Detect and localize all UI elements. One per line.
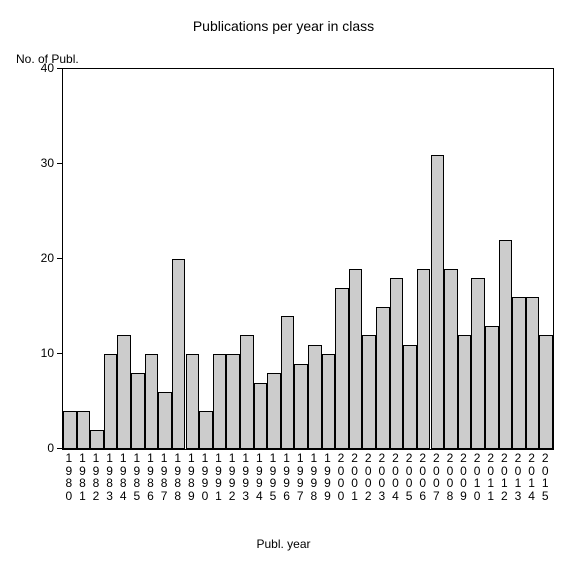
x-tick-label: 1 9 8 9: [185, 452, 199, 502]
bar: [104, 354, 118, 449]
x-tick-label: 2 0 0 6: [416, 452, 430, 502]
x-tick-label: 2 0 0 7: [430, 452, 444, 502]
bar: [226, 354, 240, 449]
y-tick-label: 0: [26, 441, 54, 455]
bar: [77, 411, 91, 449]
x-tick-label: 2 0 1 0: [470, 452, 484, 502]
bar: [254, 383, 268, 450]
x-tick-label: 2 0 0 2: [361, 452, 375, 502]
bar: [240, 335, 254, 449]
y-tick-mark: [57, 163, 62, 164]
x-tick-label: 1 9 9 3: [239, 452, 253, 502]
bar: [539, 335, 553, 449]
bar: [90, 430, 104, 449]
bar: [376, 307, 390, 450]
x-tick-label: 1 9 8 0: [62, 452, 76, 502]
x-tick-label: 1 9 8 4: [116, 452, 130, 502]
x-tick-label: 1 9 8 6: [144, 452, 158, 502]
x-tick-label: 1 9 9 2: [225, 452, 239, 502]
y-tick-mark: [57, 68, 62, 69]
y-tick-mark: [57, 353, 62, 354]
chart-title: Publications per year in class: [0, 18, 567, 34]
x-tick-label: 2 0 0 1: [348, 452, 362, 502]
x-tick-label: 1 9 8 7: [157, 452, 171, 502]
y-tick-mark: [57, 258, 62, 259]
bar: [362, 335, 376, 449]
bar: [417, 269, 431, 450]
bar: [471, 278, 485, 449]
x-tick-label: 1 9 9 5: [266, 452, 280, 502]
x-tick-label: 1 9 9 8: [307, 452, 321, 502]
x-tick-label: 1 9 9 6: [280, 452, 294, 502]
x-tick-label: 1 9 9 0: [198, 452, 212, 502]
bar: [186, 354, 200, 449]
bar: [199, 411, 213, 449]
y-tick-label: 30: [26, 156, 54, 170]
bar: [322, 354, 336, 449]
x-tick-label: 2 0 0 9: [457, 452, 471, 502]
y-tick-label: 40: [26, 61, 54, 75]
bar: [335, 288, 349, 450]
x-tick-label: 2 0 1 3: [511, 452, 525, 502]
x-tick-label: 1 9 8 1: [76, 452, 90, 502]
x-tick-label: 1 9 9 7: [293, 452, 307, 502]
bar: [213, 354, 227, 449]
bar: [63, 411, 77, 449]
y-tick-label: 20: [26, 251, 54, 265]
x-tick-label: 1 9 8 5: [130, 452, 144, 502]
bar: [458, 335, 472, 449]
bar: [349, 269, 363, 450]
y-tick-label: 10: [26, 346, 54, 360]
chart-container: Publications per year in class No. of Pu…: [0, 0, 567, 567]
y-tick-mark: [57, 448, 62, 449]
x-tick-label: 2 0 0 3: [375, 452, 389, 502]
x-tick-label: 1 9 9 4: [253, 452, 267, 502]
plot-area: [62, 68, 554, 450]
bar: [499, 240, 513, 449]
x-tick-label: 2 0 1 2: [498, 452, 512, 502]
bar: [158, 392, 172, 449]
x-tick-label: 2 0 0 5: [402, 452, 416, 502]
x-tick-label: 2 0 1 1: [484, 452, 498, 502]
x-tick-label: 2 0 0 4: [389, 452, 403, 502]
x-tick-label: 2 0 1 5: [538, 452, 552, 502]
x-tick-label: 2 0 0 8: [443, 452, 457, 502]
x-tick-label: 1 9 8 2: [89, 452, 103, 502]
bar: [172, 259, 186, 449]
bar: [403, 345, 417, 450]
bar: [281, 316, 295, 449]
bar: [267, 373, 281, 449]
bar: [444, 269, 458, 450]
x-tick-label: 1 9 8 3: [103, 452, 117, 502]
x-tick-label: 2 0 1 4: [525, 452, 539, 502]
x-tick-label: 1 9 9 1: [212, 452, 226, 502]
bar: [512, 297, 526, 449]
bar: [145, 354, 159, 449]
bar: [294, 364, 308, 450]
bar: [431, 155, 445, 450]
bar: [390, 278, 404, 449]
x-tick-label: 2 0 0 0: [334, 452, 348, 502]
bar: [526, 297, 540, 449]
bar: [485, 326, 499, 450]
bar: [117, 335, 131, 449]
bar: [131, 373, 145, 449]
x-tick-label: 1 9 9 9: [321, 452, 335, 502]
bar: [308, 345, 322, 450]
x-axis-title: Publ. year: [0, 537, 567, 551]
x-tick-label: 1 9 8 8: [171, 452, 185, 502]
